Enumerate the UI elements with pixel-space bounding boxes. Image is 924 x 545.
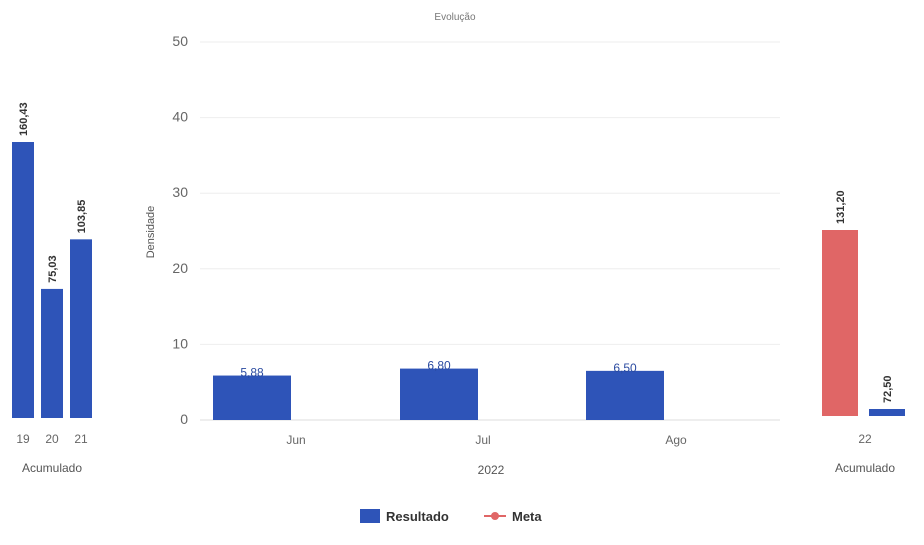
left-bar-20 [41, 288, 63, 418]
left-x-tick-20: 20 [45, 432, 59, 446]
main-data-label-Ago: 6,50 [613, 361, 637, 375]
main-bar-Jul [400, 368, 478, 420]
left-data-label-20: 75,03 [47, 255, 59, 283]
left-data-label-21: 103,85 [76, 200, 88, 234]
main-bar-Ago [586, 370, 664, 420]
main-x-tick-Jun: Jun [286, 433, 305, 447]
chart-title: Evolução [434, 12, 476, 23]
main-y-tick-30: 30 [172, 184, 188, 200]
left-bar-19 [12, 142, 34, 418]
left-x-axis-title: Acumulado [22, 461, 82, 475]
legend-swatch-resultado [360, 509, 380, 523]
left-x-tick-19: 19 [16, 432, 30, 446]
legend: Resultado Meta [360, 509, 542, 524]
main-y-tick-50: 50 [172, 33, 188, 49]
main-data-label-Jul: 6,80 [427, 359, 451, 373]
main-data-label-Jun: 5,88 [240, 366, 264, 380]
right-x-axis-title: Acumulado [835, 461, 895, 475]
main-y-tick-labels: 0 10 20 30 40 50 [172, 33, 188, 427]
right-bar-resultado [869, 409, 905, 416]
right-x-tick-22: 22 [858, 432, 872, 446]
left-x-tick-21: 21 [74, 432, 88, 446]
main-x-axis-title: 2022 [478, 463, 505, 477]
main-y-tick-10: 10 [172, 335, 188, 351]
main-y-tick-20: 20 [172, 260, 188, 276]
main-x-tick-Jul: Jul [475, 433, 490, 447]
legend-label-resultado: Resultado [386, 509, 449, 524]
main-y-tick-0: 0 [180, 411, 188, 427]
right-data-label-resultado: 72,50 [882, 375, 894, 403]
left-bar-21 [70, 239, 92, 418]
left-accumulated-chart: 160,43 19 75,03 20 103,85 21 [12, 102, 92, 446]
right-bar-meta [822, 230, 858, 416]
right-accumulated-chart: 131,20 72,50 22 [822, 190, 905, 446]
main-y-tick-40: 40 [172, 109, 188, 125]
main-bars: 5,88 6,80 6,50 Jun Jul Ago [213, 359, 687, 447]
main-gridlines [200, 41, 780, 421]
main-bar-Jun [213, 375, 291, 420]
main-y-axis-title: Densidade [145, 206, 157, 259]
left-data-label-19: 160,43 [18, 102, 30, 136]
legend-swatch-meta-dot [491, 512, 499, 520]
legend-label-meta: Meta [512, 509, 542, 524]
main-x-tick-Ago: Ago [665, 433, 687, 447]
right-data-label-meta: 131,20 [835, 190, 847, 224]
